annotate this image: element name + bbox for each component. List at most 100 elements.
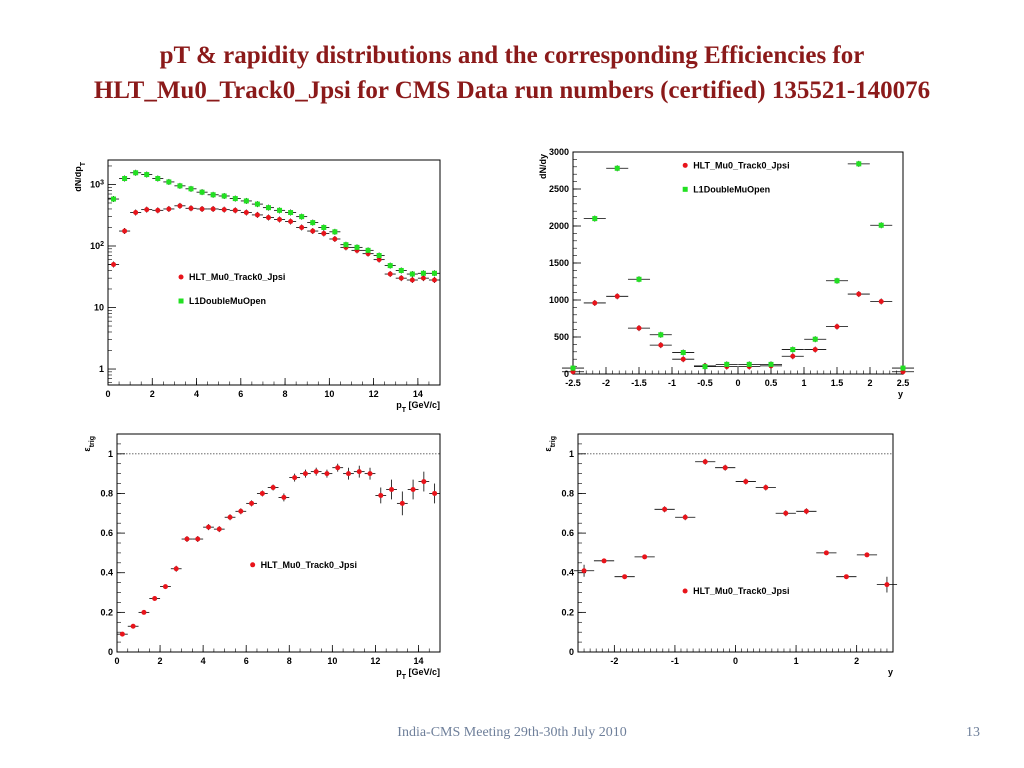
data-point-hlt — [184, 536, 190, 542]
x-tick-label: 12 — [369, 389, 379, 399]
legend-marker — [682, 162, 688, 168]
data-point-hlt — [658, 342, 664, 348]
data-point-l1 — [310, 220, 316, 226]
x-tick-label: 10 — [327, 656, 337, 666]
data-point-hlt — [823, 550, 829, 556]
x-axis-label: pT [GeV/c] — [396, 400, 440, 413]
data-point-hlt — [682, 514, 688, 520]
data-point-l1 — [592, 216, 598, 222]
data-point-hlt — [399, 500, 405, 506]
data-point-l1 — [746, 361, 752, 367]
data-point-hlt — [254, 212, 260, 218]
x-axis-label: pT [GeV/c] — [396, 667, 440, 680]
data-point-l1 — [177, 183, 183, 189]
x-tick-label: -2 — [602, 378, 610, 388]
x-tick-label: -1 — [668, 378, 676, 388]
data-point-hlt — [356, 469, 362, 475]
x-tick-label: 12 — [370, 656, 380, 666]
data-point-hlt — [790, 353, 796, 359]
data-point-hlt — [376, 257, 382, 263]
data-point-hlt — [173, 566, 179, 572]
data-point-hlt — [144, 207, 150, 213]
y-tick-label: 2500 — [549, 184, 569, 194]
data-point-l1 — [144, 172, 150, 178]
data-point-hlt — [221, 207, 227, 213]
x-tick-label: 0 — [733, 656, 738, 666]
data-point-l1 — [188, 186, 194, 192]
data-point-hlt — [130, 623, 136, 629]
data-point-l1 — [900, 365, 906, 371]
y-tick-label: 1 — [569, 449, 574, 459]
y-tick-label: 0.2 — [100, 607, 113, 617]
y-tick-label: 0.8 — [561, 488, 574, 498]
x-tick-label: 10 — [324, 389, 334, 399]
data-point-hlt — [332, 236, 338, 242]
data-point-l1 — [343, 242, 349, 248]
plot-frame — [116, 433, 441, 653]
x-tick-label: 6 — [238, 389, 243, 399]
x-tick-label: 0 — [735, 378, 740, 388]
x-tick-label: 4 — [194, 389, 199, 399]
data-point-l1 — [277, 207, 283, 213]
x-tick-label: 2 — [150, 389, 155, 399]
data-point-l1 — [254, 201, 260, 207]
data-point-hlt — [206, 524, 212, 530]
x-tick-label: 8 — [283, 389, 288, 399]
data-point-l1 — [856, 161, 862, 167]
data-point-hlt — [345, 471, 351, 477]
y-tick-label: 0 — [569, 647, 574, 657]
data-point-hlt — [302, 471, 308, 477]
title-line-2: HLT_Mu0_Track0_Jpsi for CMS Data run num… — [93, 77, 931, 104]
data-point-l1 — [155, 176, 161, 182]
y-tick-label: 500 — [554, 332, 569, 342]
data-point-hlt — [812, 347, 818, 353]
data-point-hlt — [680, 356, 686, 362]
data-point-l1 — [636, 276, 642, 282]
data-point-hlt — [884, 582, 890, 588]
data-point-hlt — [622, 574, 628, 580]
data-point-hlt — [601, 558, 607, 564]
data-point-hlt — [277, 216, 283, 222]
rapidity-distribution-chart: -2.5 -2 -1.5 -1 -0.5 0 0.5 1 1.5 2 2.5 0 500 1000 1500… — [538, 147, 915, 399]
data-point-hlt — [177, 203, 183, 209]
data-point-l1 — [232, 196, 238, 202]
data-point-l1 — [210, 192, 216, 198]
data-point-hlt — [122, 228, 128, 234]
data-point-hlt — [265, 215, 271, 221]
data-point-l1 — [265, 205, 271, 211]
pt-distribution-chart: 0 2 4 6 8 10 12 14 1 10 102 103 pT [GeV/c] dN/dpT HLT_… — [75, 159, 441, 413]
data-point-l1 — [878, 222, 884, 228]
y-tick-label: 0.6 — [561, 528, 574, 538]
legend-label: L1DoubleMuOpen — [693, 184, 770, 194]
x-tick-label: 2 — [158, 656, 163, 666]
data-point-hlt — [188, 205, 194, 211]
data-point-hlt — [227, 514, 233, 520]
data-point-hlt — [420, 275, 426, 281]
y-axis-label: dN/dpT — [75, 161, 87, 192]
data-point-hlt — [432, 490, 438, 496]
y-tick-label: 0.4 — [561, 568, 574, 578]
pt-efficiency-chart: 0 2 4 6 8 10 12 14 0 0.2 0.4 0.6 0.8 1 pT [GeV/c] εtrig… — [82, 433, 441, 680]
slide-title: pT & rapidity distributions and the corr… — [0, 38, 1024, 108]
y-tick-label: 1 — [108, 449, 113, 459]
legend-marker — [250, 562, 256, 568]
legend-label: HLT_Mu0_Track0_Jpsi — [693, 586, 789, 596]
data-point-hlt — [232, 207, 238, 213]
rapidity-efficiency-chart: -2 -1 0 1 2 0 0.2 0.4 0.6 0.8 1 y εtrig HLT_Mu0_Track… — [543, 433, 898, 677]
x-tick-label: 6 — [244, 656, 249, 666]
y-tick-label: 0.4 — [100, 568, 113, 578]
data-point-l1 — [387, 263, 393, 269]
x-tick-label: -1.5 — [631, 378, 647, 388]
data-point-hlt — [238, 508, 244, 514]
y-tick-label: 102 — [90, 240, 104, 251]
data-point-hlt — [313, 469, 319, 475]
x-tick-label: -0.5 — [697, 378, 713, 388]
data-point-hlt — [722, 465, 728, 471]
data-point-hlt — [763, 485, 769, 491]
x-tick-label: 4 — [201, 656, 206, 666]
data-point-hlt — [642, 554, 648, 560]
data-point-hlt — [378, 492, 384, 498]
data-point-hlt — [152, 595, 158, 601]
data-point-l1 — [420, 270, 426, 276]
x-axis-label: y — [888, 667, 893, 677]
